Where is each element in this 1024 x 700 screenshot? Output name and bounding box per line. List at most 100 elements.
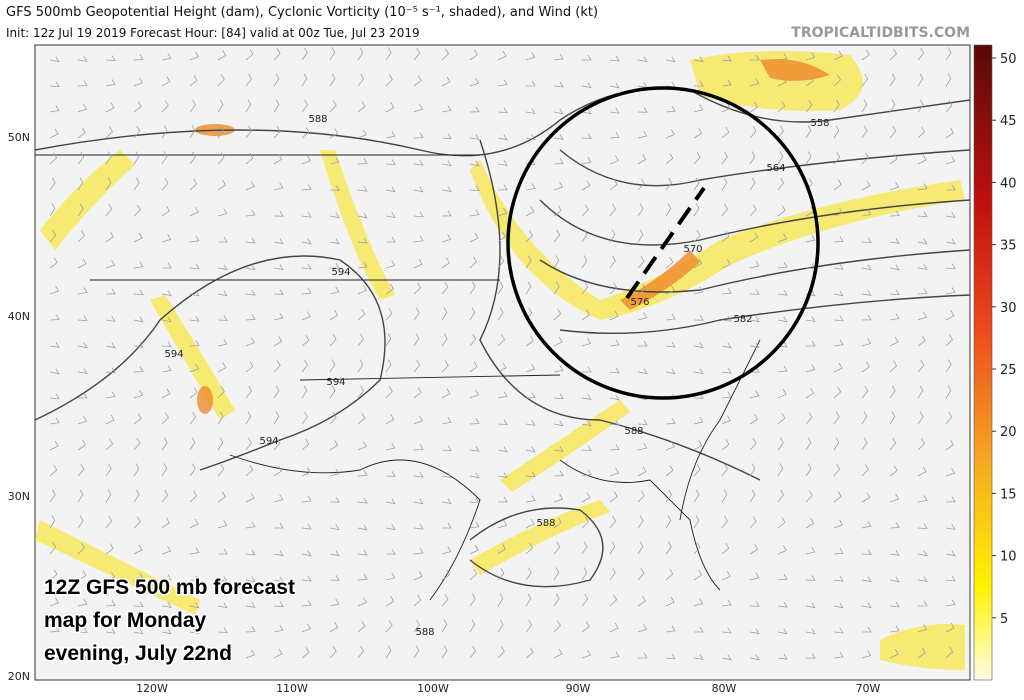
- wind-barb: [693, 626, 704, 633]
- wind-barb: [637, 368, 648, 375]
- wind-barb: [161, 290, 172, 296]
- wind-barb: [889, 411, 896, 425]
- wind-barb: [133, 261, 144, 269]
- wind-barb: [497, 446, 508, 453]
- wind-barb: [693, 80, 704, 87]
- wind-barb: [805, 652, 816, 659]
- wind-barb: [441, 48, 449, 61]
- wind-barb: [105, 288, 116, 295]
- wind-barb: [497, 419, 508, 426]
- wind-barb: [945, 212, 956, 218]
- wind-barb: [553, 336, 563, 347]
- wind-barb: [469, 134, 480, 140]
- wind-barb: [749, 177, 756, 191]
- wind-barb: [945, 263, 956, 270]
- wind-barb: [49, 81, 60, 88]
- wind-barb: [217, 548, 228, 555]
- wind-barb: [721, 231, 730, 243]
- wind-barb: [133, 54, 144, 61]
- wind-barb: [553, 108, 564, 115]
- wind-barb: [77, 80, 88, 87]
- wind-barb: [245, 361, 254, 373]
- wind-barb: [609, 82, 620, 89]
- wind-barb: [357, 385, 364, 399]
- wind-barb: [301, 335, 310, 347]
- wind-barb: [889, 550, 900, 556]
- wind-barb: [637, 229, 644, 243]
- wind-barb: [917, 411, 924, 425]
- wind-barb: [637, 107, 648, 113]
- wind-barb: [469, 389, 480, 399]
- wind-barb: [945, 73, 952, 87]
- wind-barb: [721, 315, 732, 322]
- wind-barb: [805, 490, 813, 503]
- wind-barb: [889, 385, 896, 399]
- wind-barb: [749, 628, 760, 635]
- wind-barb: [441, 333, 448, 347]
- wind-barb: [833, 491, 842, 503]
- wind-barb: [385, 74, 393, 87]
- wind-barb: [217, 463, 225, 477]
- trough-axis: [625, 186, 706, 300]
- wind-barb: [525, 446, 536, 453]
- wind-barb: [217, 50, 227, 61]
- wind-barb: [357, 573, 368, 581]
- wind-barb: [861, 576, 872, 583]
- wind-barb: [721, 287, 732, 295]
- wind-barb: [413, 307, 420, 321]
- wind-barb: [721, 79, 732, 87]
- wind-barb: [161, 125, 168, 139]
- wind-barb: [105, 571, 116, 581]
- wind-barb: [749, 101, 759, 113]
- wind-barb: [133, 544, 143, 555]
- wind-barb: [889, 360, 898, 373]
- wind-barb: [693, 152, 701, 165]
- wind-barb: [217, 208, 228, 217]
- wind-barb: [77, 368, 88, 374]
- wind-barb: [105, 367, 116, 374]
- wind-barb: [273, 312, 284, 321]
- wind-barb: [441, 186, 452, 192]
- wind-barb: [497, 334, 505, 347]
- wind-barb: [693, 440, 703, 451]
- wind-barb: [945, 385, 952, 399]
- wind-barb: [805, 340, 816, 347]
- wind-barb: [329, 646, 337, 659]
- wind-barb: [161, 602, 172, 608]
- wind-barb: [105, 628, 116, 634]
- wind-barb: [77, 258, 87, 269]
- wind-barb: [161, 517, 170, 529]
- wind-barb: [609, 339, 620, 347]
- wind-barb: [385, 260, 396, 269]
- wind-barb: [749, 289, 760, 295]
- coastlines: [35, 154, 761, 601]
- wind-barb: [245, 576, 256, 583]
- wind-barb: [245, 492, 255, 503]
- wind-barb: [77, 416, 88, 425]
- wind-barb: [721, 55, 732, 62]
- wind-barb: [637, 442, 648, 451]
- wind-barb: [553, 53, 564, 61]
- wind-barb: [77, 127, 86, 139]
- colorbar: [973, 44, 993, 681]
- wind-barb: [861, 180, 871, 191]
- wind-barb: [469, 568, 478, 581]
- wind-barb: [693, 230, 701, 243]
- wind-barb: [189, 363, 200, 373]
- wind-barb: [49, 515, 56, 529]
- wind-barb: [581, 492, 591, 503]
- wind-barb: [49, 105, 60, 113]
- wind-barb: [777, 653, 788, 660]
- wind-barb: [777, 545, 787, 555]
- wind-barb: [917, 523, 928, 530]
- wind-barb: [385, 236, 396, 243]
- wind-barb: [861, 49, 870, 61]
- highlight-circle: [506, 86, 820, 400]
- wind-barb: [189, 437, 196, 451]
- wind-barb: [833, 99, 840, 113]
- wind-barb: [105, 231, 114, 243]
- wind-barb: [441, 234, 452, 243]
- wind-barb: [441, 76, 451, 87]
- wind-barb: [133, 125, 141, 139]
- wind-barb: [161, 653, 172, 660]
